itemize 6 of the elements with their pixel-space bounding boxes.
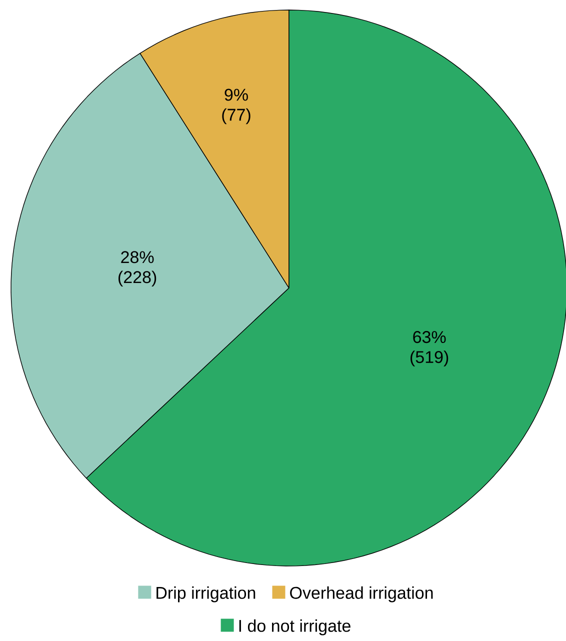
data-label: 63% (519) bbox=[410, 331, 448, 366]
data-label: 9% (77) bbox=[222, 88, 250, 124]
legend-label: Drip irrigation bbox=[156, 586, 256, 602]
slice-label: I do not irrigate bbox=[239, 619, 350, 636]
legend-label: Overhead irrigation bbox=[290, 586, 433, 602]
data-label: 28% (228) bbox=[118, 251, 156, 287]
